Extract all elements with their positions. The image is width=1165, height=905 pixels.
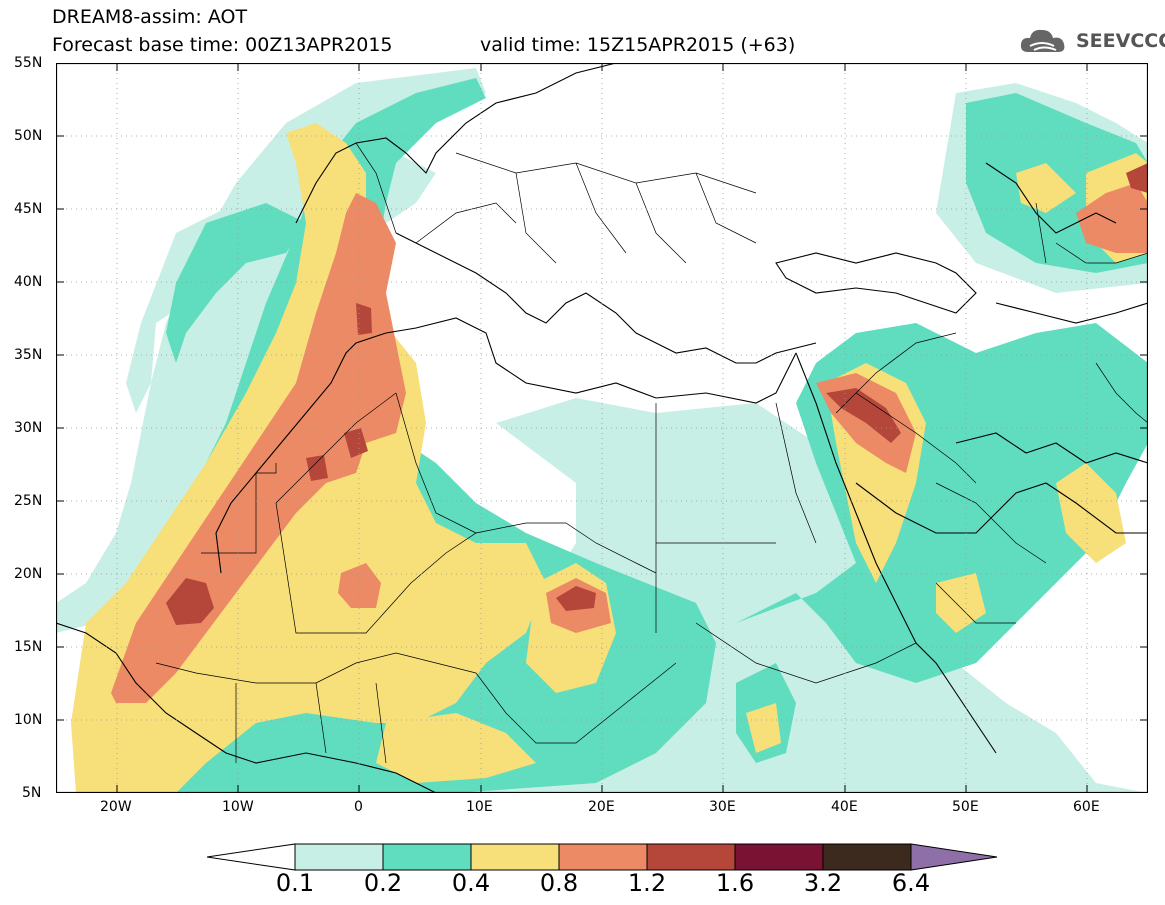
colorbar-low-arrow <box>206 843 296 871</box>
lon-label-60e: 60E <box>1073 799 1100 815</box>
coastlines <box>55 62 1149 794</box>
colorbar-bin-0.8 <box>558 843 648 871</box>
lat-label-40n: 40N <box>14 274 43 290</box>
lon-label-20e: 20E <box>588 799 615 815</box>
seevccc-logo: SEEVCCC <box>1018 26 1165 56</box>
colorbar <box>206 842 999 872</box>
lon-label-0: 0 <box>354 799 363 815</box>
forecast-base-time: Forecast base time: 00Z13APR2015 <box>52 34 393 56</box>
colorbar-bin-3.2 <box>822 843 912 871</box>
logo-text: SEEVCCC <box>1076 30 1165 52</box>
lon-label-30e: 30E <box>709 799 736 815</box>
lat-label-25n: 25N <box>14 493 43 509</box>
cloud-icon <box>1020 29 1065 52</box>
colorbar-bin-0.4 <box>470 843 560 871</box>
map-panel <box>55 62 1149 794</box>
colorbar-high-arrow <box>910 843 998 871</box>
colorbar-bin-1.6 <box>734 843 824 871</box>
aot-map <box>55 62 1149 794</box>
valid-time: valid time: 15Z15APR2015 (+63) <box>480 34 796 56</box>
colorbar-bin-0.1 <box>294 843 384 871</box>
aot-level-1.2 <box>166 163 1148 625</box>
colorbar-label-1.2: 1.2 <box>627 869 667 897</box>
lon-label-10e: 10E <box>466 799 493 815</box>
lat-label-15n: 15N <box>14 639 43 655</box>
map-title: DREAM8-assim: AOT <box>52 6 248 28</box>
colorbar-bin-1.2 <box>646 843 736 871</box>
lat-lon-grid <box>56 63 1148 793</box>
lat-label-20n: 20N <box>14 566 43 582</box>
colorbar-label-0.4: 0.4 <box>451 869 491 897</box>
colorbar-bin-0.2 <box>382 843 472 871</box>
colorbar-label-0.2: 0.2 <box>363 869 403 897</box>
lat-label-5n: 5N <box>22 785 42 801</box>
lat-label-50n: 50N <box>14 128 43 144</box>
colorbar-svg <box>206 843 998 871</box>
colorbar-label-0.8: 0.8 <box>539 869 579 897</box>
colorbar-label-0.1: 0.1 <box>275 869 315 897</box>
lon-label-20w: 20W <box>100 799 132 815</box>
colorbar-label-1.6: 1.6 <box>715 869 755 897</box>
lat-label-45n: 45N <box>14 201 43 217</box>
lat-label-30n: 30N <box>14 420 43 436</box>
lon-label-50e: 50E <box>952 799 979 815</box>
lat-label-55n: 55N <box>14 55 43 71</box>
lon-label-40e: 40E <box>831 799 858 815</box>
colorbar-label-6.4: 6.4 <box>891 869 931 897</box>
colorbar-label-3.2: 3.2 <box>803 869 843 897</box>
lon-label-10w: 10W <box>222 799 254 815</box>
lat-label-10n: 10N <box>14 712 43 728</box>
lat-label-35n: 35N <box>14 347 43 363</box>
